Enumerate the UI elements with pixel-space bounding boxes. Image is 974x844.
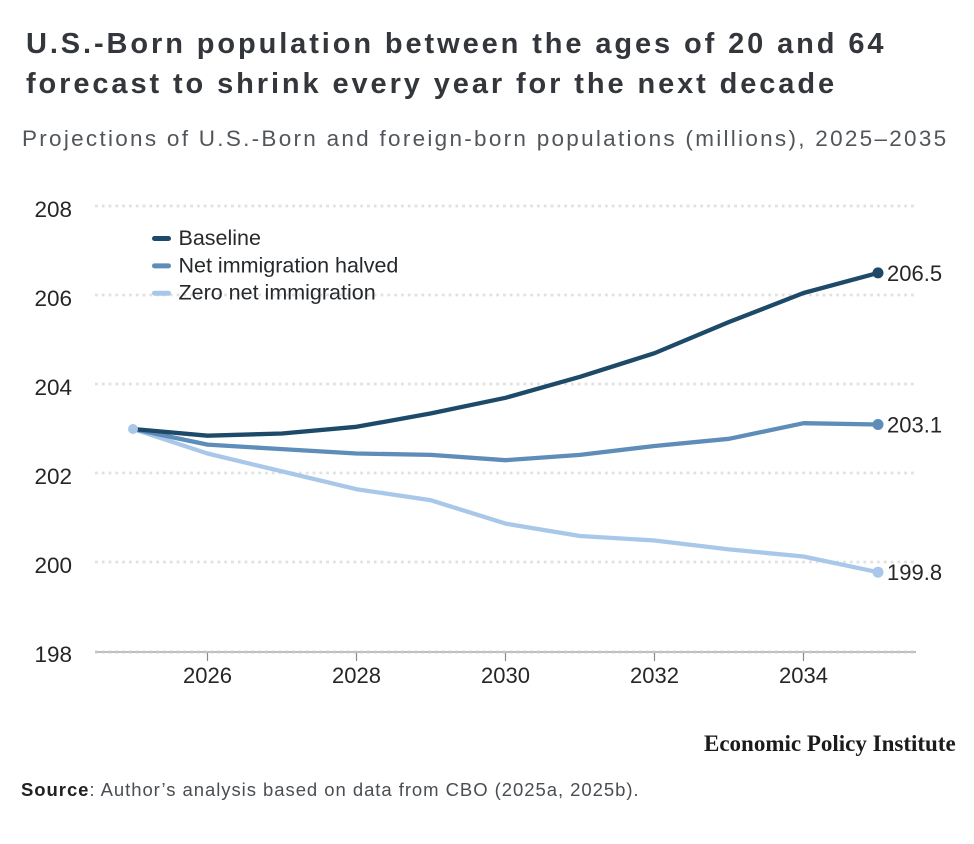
svg-text:200: 200	[34, 553, 72, 578]
svg-text:2028: 2028	[332, 663, 381, 688]
svg-text:199.8: 199.8	[887, 560, 942, 585]
svg-text:Zero net immigration: Zero net immigration	[179, 281, 376, 305]
svg-text:208: 208	[34, 197, 72, 222]
svg-text:2030: 2030	[481, 663, 530, 688]
svg-text:203.1: 203.1	[887, 413, 942, 438]
svg-text:202: 202	[34, 464, 72, 489]
svg-text:2026: 2026	[183, 663, 232, 688]
svg-text:206.5: 206.5	[887, 261, 942, 286]
svg-text:Baseline: Baseline	[179, 226, 261, 250]
svg-text:2034: 2034	[779, 663, 828, 688]
svg-text:198: 198	[34, 642, 72, 667]
svg-text:206: 206	[34, 286, 72, 311]
svg-text:204: 204	[34, 375, 72, 400]
svg-text:2032: 2032	[630, 663, 679, 688]
svg-text:Net immigration halved: Net immigration halved	[179, 253, 399, 277]
